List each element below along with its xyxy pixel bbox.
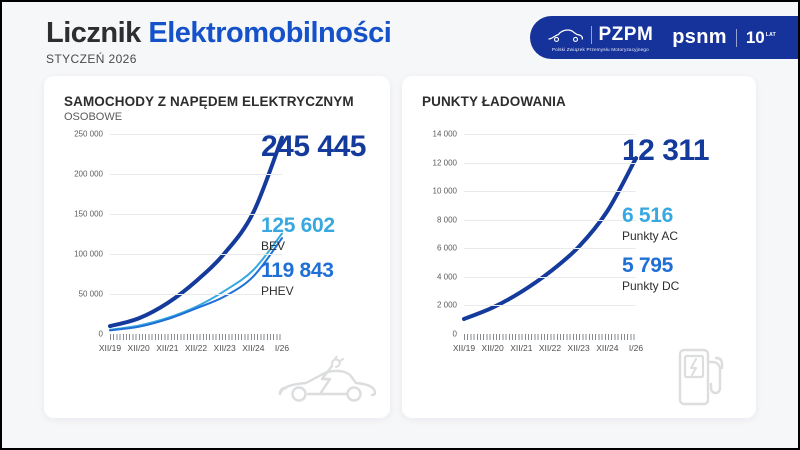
- chart-cards-row: SAMOCHODY Z NAPĘDEM ELEKTRYCZNYM OSOBOWE…: [44, 76, 756, 418]
- charging-total-value: 12 311: [622, 134, 710, 167]
- bev-stat: 125 602 BEV: [261, 214, 335, 253]
- y-axis: 0 2 000 4 000 6 000 8 000 10 000 12 000 14 000: [422, 130, 464, 339]
- electric-car-icon: [278, 356, 377, 402]
- gridline: [464, 276, 636, 278]
- report-month: STYCZEŃ 2026: [46, 52, 137, 66]
- card-title: PUNKTY ŁADOWANIA: [422, 94, 566, 109]
- card-subtitle: [422, 111, 736, 124]
- x-tick-label: XII/24: [596, 343, 619, 353]
- gridline: [464, 305, 636, 307]
- logo-divider: [735, 28, 737, 47]
- x-axis: XII/19 XII/20 XII/21 XII/22 XII/23 XII/24 I/26: [453, 343, 643, 357]
- line-series-svg: [110, 134, 282, 334]
- plot-area: [110, 134, 282, 334]
- y-tick-label: 100 000: [74, 249, 103, 259]
- x-tick-label: XII/23: [213, 343, 236, 353]
- gridline: [110, 214, 282, 215]
- x-tick-label: XII/20: [127, 343, 150, 353]
- y-tick-label: 2 000: [436, 300, 457, 310]
- dc-value: 5 795: [622, 254, 674, 277]
- pzpm-tagline: Polski Związek Przemysłu Motoryzacyjnego: [551, 46, 649, 52]
- x-tick-label: XII/23: [567, 343, 590, 353]
- card-charging-points: PUNKTY ŁADOWANIA 0 2 000 4 000 6 000 8 000 10…: [402, 76, 756, 418]
- x-tick-label: XII/19: [452, 343, 476, 353]
- x-tick-label: XII/21: [156, 343, 179, 353]
- y-tick-label: 150 000: [74, 209, 103, 219]
- series-line-punkty-adowania-razem: [464, 158, 636, 319]
- gridline: [464, 162, 636, 164]
- x-tick-label: XII/22: [184, 343, 208, 353]
- psnm-anniversary-badge: 10 LAT: [746, 28, 776, 48]
- y-tick-label: 50 000: [78, 289, 103, 299]
- y-axis: 0 50 000 100 000 150 000 200 000 250 000: [64, 130, 110, 339]
- y-tick-label: 250 000: [74, 129, 103, 139]
- dc-stat: 5 795 Punkty DC: [622, 254, 679, 293]
- y-tick-label: 12 000: [432, 158, 457, 168]
- page-title-word-2: Elektromobilności: [148, 17, 392, 49]
- y-tick-label: 0: [98, 329, 103, 339]
- plot-area: [464, 134, 636, 334]
- x-tick-label: XII/20: [481, 343, 504, 353]
- gridline: [110, 134, 282, 135]
- card-electric-cars: SAMOCHODY Z NAPĘDEM ELEKTRYCZNYM OSOBOWE…: [44, 76, 390, 418]
- ac-stat: 6 516 Punkty AC: [622, 204, 678, 243]
- x-tick-label: I/26: [628, 343, 644, 353]
- page-title-word-1: Licznik: [46, 17, 141, 49]
- phev-value: 119 843: [261, 259, 334, 282]
- ev-charger-icon: [678, 348, 724, 406]
- x-tick-label: XII/19: [98, 343, 122, 353]
- page-header: Licznik Elektromobilności STYCZEŃ 2026: [46, 17, 392, 66]
- pzpm-car-sketch-icon: [547, 28, 583, 42]
- ac-value: 6 516: [622, 204, 674, 227]
- phev-label: PHEV: [261, 284, 294, 298]
- psnm-wordmark: psnm: [672, 26, 727, 48]
- line-series-svg: [464, 134, 636, 334]
- gridline: [110, 254, 282, 255]
- gridline: [464, 134, 636, 135]
- anniversary-unit: LAT: [765, 31, 776, 38]
- partner-logos-banner: PZPM Polski Związek Przemysłu Motoryzacy…: [529, 16, 798, 59]
- series-line-ev-razem: [110, 138, 282, 327]
- series-line-bev: [110, 234, 282, 330]
- gridline: [110, 174, 282, 175]
- card-subtitle: OSOBOWE: [64, 111, 123, 123]
- logo-divider: [590, 25, 592, 44]
- y-tick-label: 14 000: [432, 129, 457, 139]
- page-title: Licznik Elektromobilności: [46, 17, 392, 50]
- y-tick-label: 10 000: [432, 186, 457, 196]
- phev-stat: 119 843 PHEV: [261, 259, 334, 298]
- x-axis-tick-ruler: [464, 334, 636, 340]
- ev-line-chart: 0 50 000 100 000 150 000 200 000 250 000 XII/…: [64, 130, 370, 357]
- gridline: [464, 219, 636, 221]
- x-tick-label: I/26: [274, 343, 290, 353]
- gridline: [464, 248, 636, 250]
- ac-label: Punkty AC: [622, 229, 679, 243]
- pzpm-wordmark: PZPM: [598, 23, 654, 45]
- y-tick-label: 8 000: [436, 215, 457, 225]
- x-tick-label: XII/22: [538, 343, 562, 353]
- anniversary-number: 10: [745, 27, 765, 47]
- psnm-logo: psnm 10 LAT: [672, 26, 776, 49]
- dc-label: Punkty DC: [622, 279, 680, 293]
- bev-value: 125 602: [261, 214, 335, 237]
- y-tick-label: 0: [452, 329, 457, 339]
- series-line-phev: [110, 238, 282, 330]
- y-tick-label: 4 000: [436, 272, 457, 282]
- y-tick-label: 200 000: [74, 169, 103, 179]
- gridline: [110, 294, 282, 295]
- x-tick-label: XII/21: [510, 343, 533, 353]
- gridline: [464, 191, 636, 193]
- x-axis: XII/19 XII/20 XII/21 XII/22 XII/23 XII/24 I/26: [99, 343, 289, 357]
- x-tick-label: XII/24: [242, 343, 265, 353]
- x-axis-tick-ruler: [110, 334, 282, 340]
- card-title: SAMOCHODY Z NAPĘDEM ELEKTRYCZNYM: [64, 94, 354, 109]
- pzpm-logo: PZPM Polski Związek Przemysłu Motoryzacy…: [547, 23, 654, 52]
- bev-label: BEV: [261, 239, 286, 253]
- ev-total-value: 245 445: [261, 130, 366, 163]
- y-tick-label: 6 000: [436, 243, 457, 253]
